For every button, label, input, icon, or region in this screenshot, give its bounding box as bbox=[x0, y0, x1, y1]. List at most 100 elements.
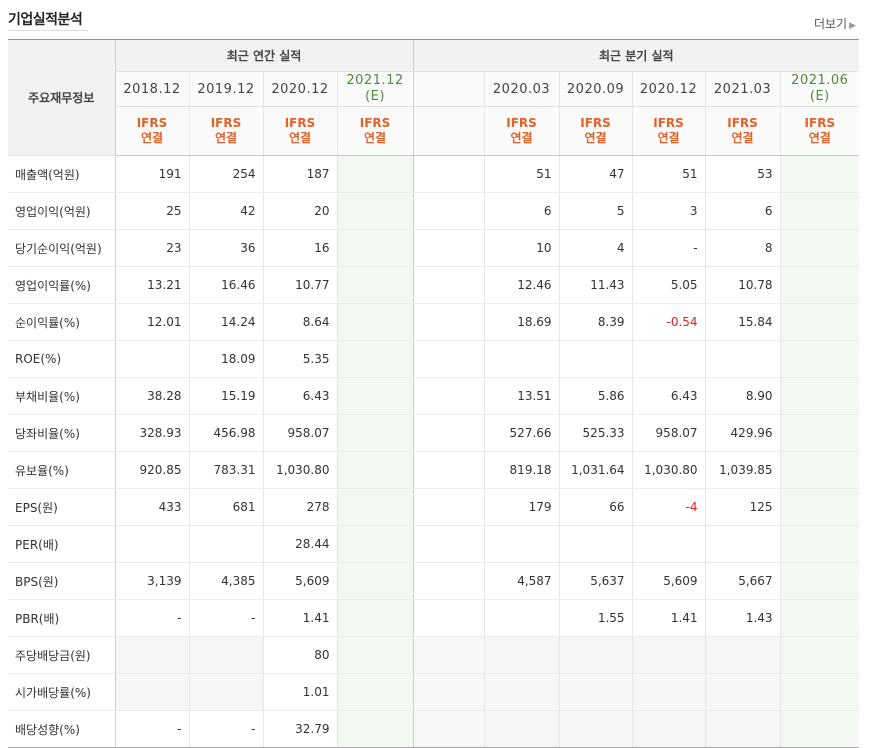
quarter-value-cell bbox=[704, 636, 781, 674]
quarter-value-cell: 1.41 bbox=[631, 599, 706, 637]
annual-value-cell: 8.64 bbox=[262, 303, 337, 341]
annual-value-cell: 328.93 bbox=[114, 414, 189, 452]
annual-value-cell bbox=[114, 525, 189, 563]
annual-value-cell bbox=[336, 710, 414, 748]
quarter-value-cell bbox=[779, 710, 860, 748]
row-label: 주당배당금(원) bbox=[8, 636, 115, 674]
row-label: 영업이익률(%) bbox=[8, 266, 115, 304]
annual-value-cell: - bbox=[188, 710, 263, 748]
blank-cell bbox=[412, 525, 485, 563]
quarter-value-cell: -0.54 bbox=[631, 303, 706, 341]
annual-value-cell: 23 bbox=[114, 229, 189, 267]
quarter-value-cell: 4 bbox=[558, 229, 633, 267]
annual-value-cell: 15.19 bbox=[188, 377, 263, 415]
blank-cell bbox=[412, 340, 485, 378]
annual-value-cell bbox=[336, 562, 414, 600]
annual-value-cell: 25 bbox=[114, 192, 189, 230]
annual-value-cell: 36 bbox=[188, 229, 263, 267]
quarter-value-cell bbox=[483, 673, 560, 711]
blank-header-cell bbox=[412, 71, 485, 107]
annual-value-cell bbox=[336, 229, 414, 267]
more-link[interactable]: 더보기 ▶ bbox=[814, 15, 856, 32]
quarter-value-cell: 5,667 bbox=[704, 562, 781, 600]
quarter-value-cell bbox=[558, 636, 633, 674]
row-label: 배당성향(%) bbox=[8, 710, 115, 748]
annual-value-cell: 14.24 bbox=[188, 303, 263, 341]
financial-summary-table: 주요재무정보 최근 연간 실적 최근 분기 실적 2018.12 2019.12 2… bbox=[8, 39, 860, 748]
quarter-value-cell: 8.90 bbox=[704, 377, 781, 415]
row-label: ROE(%) bbox=[8, 340, 115, 378]
table-row: ROE(%) 18.09 5.35 bbox=[8, 340, 860, 378]
annual-value-cell: 1,030.80 bbox=[262, 451, 337, 489]
annual-value-cell: 42 bbox=[188, 192, 263, 230]
title-underline bbox=[8, 30, 88, 31]
blank-cell bbox=[412, 710, 485, 748]
annual-value-cell bbox=[188, 673, 263, 711]
period-header: 2020.03 bbox=[483, 71, 560, 107]
period-header: 2020.12 bbox=[262, 71, 337, 107]
row-label: 시가배당률(%) bbox=[8, 673, 115, 711]
period-header: 2019.12 bbox=[188, 71, 263, 107]
quarter-value-cell bbox=[631, 340, 706, 378]
annual-value-cell: - bbox=[114, 599, 189, 637]
quarter-value-cell: 51 bbox=[483, 155, 560, 193]
quarter-group-header: 최근 분기 실적 bbox=[412, 39, 860, 72]
table-row: 부채비율(%) 38.28 15.19 6.43 13.51 5.86 6.43 8.90 bbox=[8, 377, 860, 415]
section-title: 기업실적분석 bbox=[8, 12, 83, 28]
row-label: PBR(배) bbox=[8, 599, 115, 637]
annual-value-cell bbox=[336, 377, 414, 415]
quarter-value-cell: 11.43 bbox=[558, 266, 633, 304]
blank-cell bbox=[412, 451, 485, 489]
table-row: EPS(원) 433 681 278 179 66 -4 125 bbox=[8, 488, 860, 526]
quarter-value-cell: 525.33 bbox=[558, 414, 633, 452]
blank-cell bbox=[412, 377, 485, 415]
quarter-value-cell bbox=[779, 636, 860, 674]
quarter-value-cell bbox=[558, 673, 633, 711]
quarter-value-cell: - bbox=[631, 229, 706, 267]
annual-value-cell bbox=[336, 673, 414, 711]
annual-value-cell: 1.01 bbox=[262, 673, 337, 711]
table-row: 당기순이익(억원) 23 36 16 10 4-8 bbox=[8, 229, 860, 267]
table-row: 주당배당금(원) 80 bbox=[8, 636, 860, 674]
annual-value-cell: 5,609 bbox=[262, 562, 337, 600]
quarter-value-cell bbox=[483, 636, 560, 674]
annual-value-cell: 16 bbox=[262, 229, 337, 267]
quarter-value-cell bbox=[779, 599, 860, 637]
annual-value-cell bbox=[336, 303, 414, 341]
row-header: 주요재무정보 bbox=[8, 39, 115, 156]
ifrs-consolidated-label: IFRS 연결 bbox=[704, 106, 781, 156]
period-header: 2021.06 (E) bbox=[779, 71, 860, 107]
table-row: PBR(배) - -1.41 1.55 1.41 1.43 bbox=[8, 599, 860, 637]
blank-cell bbox=[412, 488, 485, 526]
quarter-value-cell bbox=[631, 673, 706, 711]
quarter-value-cell: 958.07 bbox=[631, 414, 706, 452]
ifrs-consolidated-label: IFRS 연결 bbox=[779, 106, 860, 156]
table-row: 매출액(억원) 191 254 187 51 47 51 53 bbox=[8, 155, 860, 193]
annual-value-cell bbox=[336, 192, 414, 230]
table-row: 시가배당률(%) 1.01 bbox=[8, 673, 860, 711]
annual-value-cell: 10.77 bbox=[262, 266, 337, 304]
annual-value-cell bbox=[336, 488, 414, 526]
more-label: 더보기 bbox=[813, 17, 848, 31]
annual-value-cell: 456.98 bbox=[188, 414, 263, 452]
quarter-value-cell bbox=[779, 377, 860, 415]
table-row: 영업이익률(%) 13.21 16.46 10.77 12.46 11.43 5.05 10.… bbox=[8, 266, 860, 304]
ifrs-consolidated-label: IFRS 연결 bbox=[188, 106, 263, 156]
ifrs-consolidated-label: IFRS 연결 bbox=[483, 106, 560, 156]
annual-value-cell: 1.41 bbox=[262, 599, 337, 637]
quarter-value-cell: 4,587 bbox=[483, 562, 560, 600]
annual-value-cell: 5.35 bbox=[262, 340, 337, 378]
annual-value-cell: 16.46 bbox=[188, 266, 263, 304]
row-label: 부채비율(%) bbox=[8, 377, 115, 415]
quarter-value-cell: 47 bbox=[558, 155, 633, 193]
blank-cell bbox=[412, 673, 485, 711]
row-label: 당좌비율(%) bbox=[8, 414, 115, 452]
quarter-value-cell: 10.78 bbox=[704, 266, 781, 304]
table-row: 당좌비율(%) 328.93 456.98 958.07 527.66 525.33 958… bbox=[8, 414, 860, 452]
annual-value-cell: 13.21 bbox=[114, 266, 189, 304]
quarter-value-cell: 8.39 bbox=[558, 303, 633, 341]
quarter-value-cell bbox=[779, 673, 860, 711]
annual-value-cell: 38.28 bbox=[114, 377, 189, 415]
annual-value-cell: 681 bbox=[188, 488, 263, 526]
quarter-value-cell: 8 bbox=[704, 229, 781, 267]
